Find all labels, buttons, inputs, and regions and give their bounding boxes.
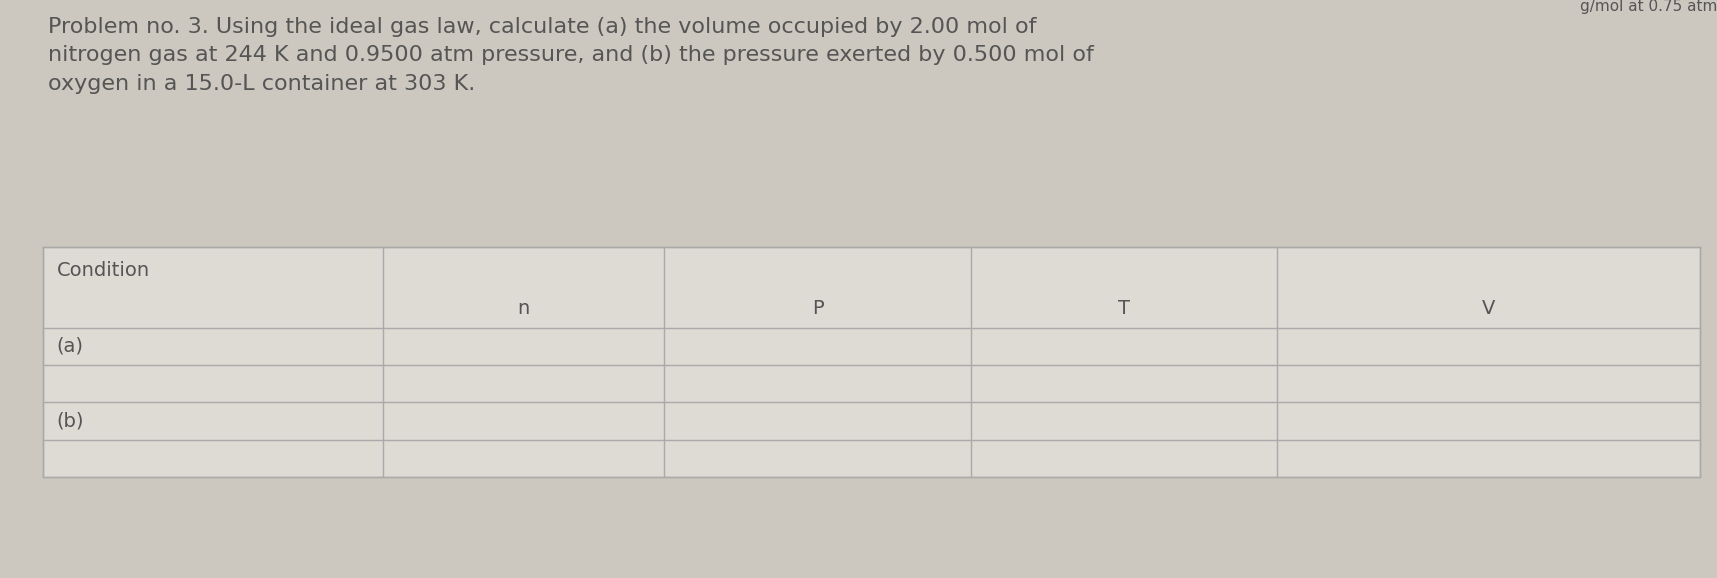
- Text: V: V: [1482, 299, 1496, 318]
- Text: n: n: [517, 299, 529, 318]
- Text: (b): (b): [57, 412, 84, 431]
- Text: Condition: Condition: [57, 261, 149, 280]
- Text: P: P: [812, 299, 824, 318]
- Text: g/mol at 0.75 atm: g/mol at 0.75 atm: [1580, 0, 1717, 14]
- Text: (a): (a): [57, 337, 84, 355]
- Text: Problem no. 3. Using the ideal gas law, calculate (a) the volume occupied by 2.0: Problem no. 3. Using the ideal gas law, …: [48, 17, 1094, 94]
- Text: T: T: [1118, 299, 1130, 318]
- FancyBboxPatch shape: [43, 247, 1700, 477]
